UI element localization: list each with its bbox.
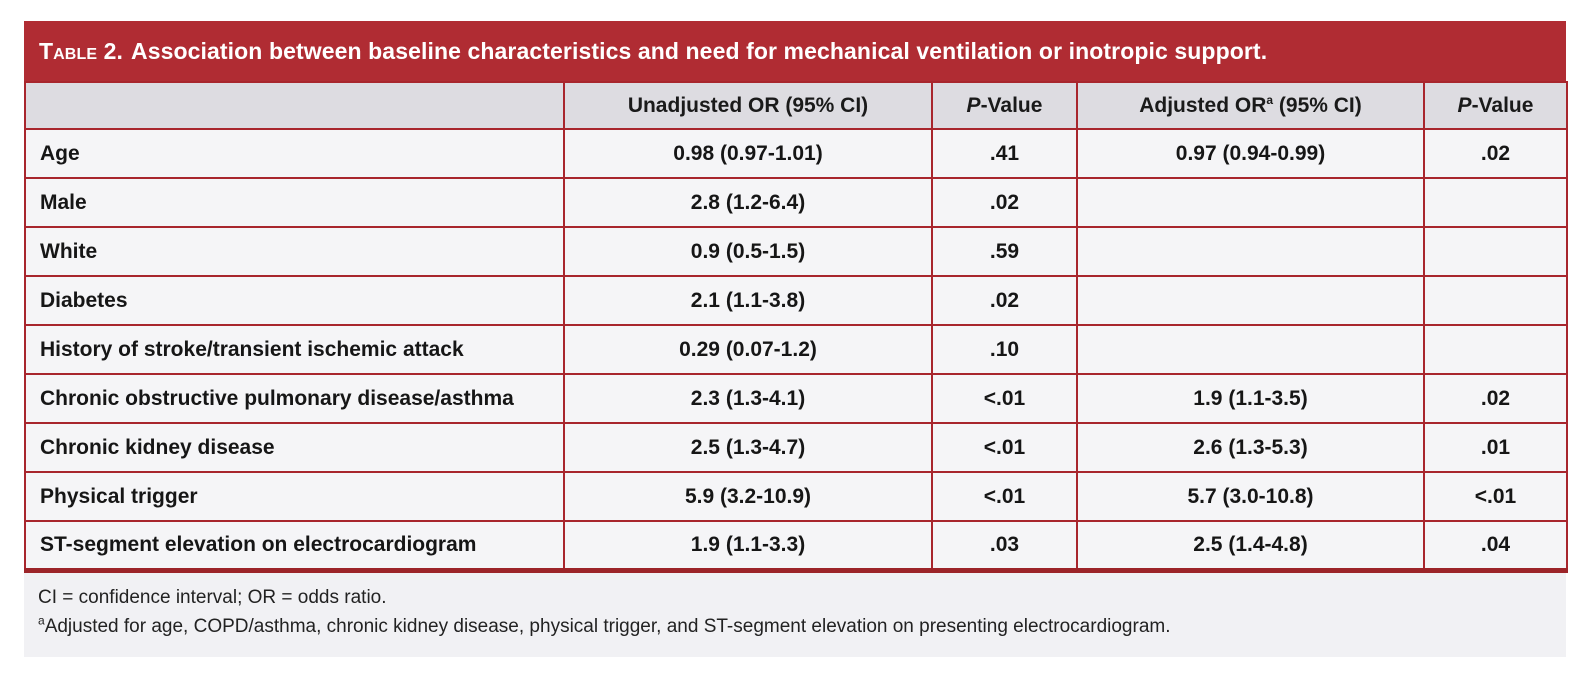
adjusted-or-cell: 1.9 (1.1-3.5) bbox=[1076, 373, 1425, 424]
adjusted-or-ci: (95% CI) bbox=[1273, 93, 1362, 117]
p-value-cell: .59 bbox=[931, 226, 1078, 277]
adjusted-or-cell: 2.6 (1.3-5.3) bbox=[1076, 422, 1425, 473]
p-value-cell: .02 bbox=[931, 275, 1078, 326]
p-value-rest: -Value bbox=[980, 93, 1043, 117]
p-value-rest: -Value bbox=[1471, 93, 1534, 117]
p-value-cell: .04 bbox=[1423, 520, 1568, 571]
adjusted-or-cell: 0.97 (0.94-0.99) bbox=[1076, 128, 1425, 179]
header-p-value-2: P-Value bbox=[1423, 81, 1568, 130]
p-value-cell bbox=[1423, 324, 1568, 375]
row-label: Chronic kidney disease bbox=[24, 422, 565, 473]
p-value-cell: .41 bbox=[931, 128, 1078, 179]
p-value-cell: <.01 bbox=[931, 373, 1078, 424]
unadjusted-or-cell: 2.5 (1.3-4.7) bbox=[563, 422, 933, 473]
row-label: Chronic obstructive pulmonary disease/as… bbox=[24, 373, 565, 424]
abbreviations-footnote: CI = confidence interval; OR = odds rati… bbox=[38, 586, 387, 608]
association-table: Unadjusted OR (95% CI) P-Value Adjusted … bbox=[24, 81, 1568, 573]
adjusted-or-cell bbox=[1076, 226, 1425, 277]
table-row: Physical trigger 5.9 (3.2-10.9) <.01 5.7… bbox=[24, 471, 1568, 522]
unadjusted-or-cell: 0.29 (0.07-1.2) bbox=[563, 324, 933, 375]
row-label: White bbox=[24, 226, 565, 277]
table-row: Male 2.8 (1.2-6.4) .02 bbox=[24, 177, 1568, 228]
unadjusted-or-cell: 0.9 (0.5-1.5) bbox=[563, 226, 933, 277]
row-label: ST-segment elevation on electrocardiogra… bbox=[24, 520, 565, 571]
table-number-label: Table 2. bbox=[39, 37, 123, 64]
footnote-superscript: a bbox=[38, 613, 45, 628]
unadjusted-or-cell: 1.9 (1.1-3.3) bbox=[563, 520, 933, 571]
table-row: White 0.9 (0.5-1.5) .59 bbox=[24, 226, 1568, 277]
p-value-cell bbox=[1423, 177, 1568, 228]
table-row: History of stroke/transient ischemic att… bbox=[24, 324, 1568, 375]
p-value-cell: .10 bbox=[931, 324, 1078, 375]
adjustment-footnote-text: Adjusted for age, COPD/asthma, chronic k… bbox=[44, 615, 1171, 637]
adjusted-or-cell: 2.5 (1.4-4.8) bbox=[1076, 520, 1425, 571]
unadjusted-or-cell: 2.8 (1.2-6.4) bbox=[563, 177, 933, 228]
header-row: Unadjusted OR (95% CI) P-Value Adjusted … bbox=[24, 81, 1568, 130]
row-label: Age bbox=[24, 128, 565, 179]
unadjusted-or-cell: 2.3 (1.3-4.1) bbox=[563, 373, 933, 424]
adjusted-or-cell bbox=[1076, 324, 1425, 375]
table2-figure: Table 2. Association between baseline ch… bbox=[24, 21, 1568, 657]
p-value-cell: .01 bbox=[1423, 422, 1568, 473]
row-label: Diabetes bbox=[24, 275, 565, 326]
table-title-banner: Table 2. Association between baseline ch… bbox=[24, 21, 1566, 81]
p-value-cell: <.01 bbox=[931, 422, 1078, 473]
table-footnotes: CI = confidence interval; OR = odds rati… bbox=[24, 572, 1566, 657]
p-value-cell bbox=[1423, 226, 1568, 277]
row-label: Male bbox=[24, 177, 565, 228]
p-value-cell bbox=[1423, 275, 1568, 326]
table-row: Chronic kidney disease 2.5 (1.3-4.7) <.0… bbox=[24, 422, 1568, 473]
adjustment-footnote: aAdjusted for age, COPD/asthma, chronic … bbox=[38, 612, 1551, 641]
adjusted-or-text: Adjusted OR bbox=[1139, 93, 1267, 117]
table-row: ST-segment elevation on electrocardiogra… bbox=[24, 520, 1568, 571]
p-italic: P bbox=[966, 93, 981, 117]
row-label: History of stroke/transient ischemic att… bbox=[24, 324, 565, 375]
table-row: Age 0.98 (0.97-1.01) .41 0.97 (0.94-0.99… bbox=[24, 128, 1568, 179]
row-label: Physical trigger bbox=[24, 471, 565, 522]
unadjusted-or-cell: 2.1 (1.1-3.8) bbox=[563, 275, 933, 326]
table-title-text: Association between baseline characteris… bbox=[130, 37, 1268, 64]
adjusted-or-cell: 5.7 (3.0-10.8) bbox=[1076, 471, 1425, 522]
p-value-cell: .03 bbox=[931, 520, 1078, 571]
unadjusted-or-cell: 5.9 (3.2-10.9) bbox=[563, 471, 933, 522]
adjusted-or-superscript: a bbox=[1266, 92, 1274, 107]
header-characteristic bbox=[24, 81, 565, 130]
header-p-value-1: P-Value bbox=[931, 81, 1078, 130]
adjusted-or-cell bbox=[1076, 275, 1425, 326]
adjusted-or-cell bbox=[1076, 177, 1425, 228]
p-value-cell: <.01 bbox=[931, 471, 1078, 522]
unadjusted-or-cell: 0.98 (0.97-1.01) bbox=[563, 128, 933, 179]
table-row: Chronic obstructive pulmonary disease/as… bbox=[24, 373, 1568, 424]
p-italic: P bbox=[1457, 93, 1472, 117]
p-value-cell: .02 bbox=[931, 177, 1078, 228]
table-row: Diabetes 2.1 (1.1-3.8) .02 bbox=[24, 275, 1568, 326]
p-value-cell: .02 bbox=[1423, 128, 1568, 179]
p-value-cell: .02 bbox=[1423, 373, 1568, 424]
header-unadjusted-or: Unadjusted OR (95% CI) bbox=[563, 81, 933, 130]
p-value-cell: <.01 bbox=[1423, 471, 1568, 522]
header-adjusted-or: Adjusted ORa (95% CI) bbox=[1076, 81, 1425, 130]
